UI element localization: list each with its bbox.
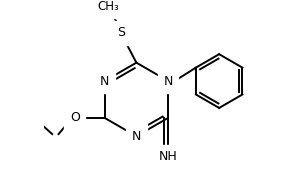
Text: N: N xyxy=(163,75,173,88)
Text: N: N xyxy=(132,130,141,143)
Text: NH: NH xyxy=(159,150,177,163)
Text: N: N xyxy=(100,75,109,88)
Text: O: O xyxy=(70,111,80,124)
Text: CH₃: CH₃ xyxy=(97,0,119,13)
Text: S: S xyxy=(117,26,125,39)
